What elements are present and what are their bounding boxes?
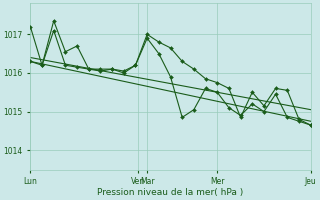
X-axis label: Pression niveau de la mer( hPa ): Pression niveau de la mer( hPa )	[97, 188, 244, 197]
